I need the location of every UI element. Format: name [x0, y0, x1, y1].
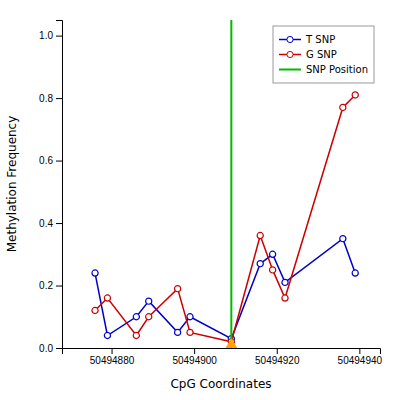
series-point [187, 329, 193, 335]
series-point [270, 251, 276, 257]
y-tick: 0.8 [39, 93, 62, 104]
x-tick-mark [194, 348, 195, 354]
series-point [257, 261, 263, 267]
x-axis-title: CpG Coordinates [170, 377, 271, 391]
series-point [187, 314, 193, 320]
series-point [92, 270, 98, 276]
series-point [257, 232, 263, 238]
series-point [270, 267, 276, 273]
x-axis: 50494880 50494900 50494920 50494940 [63, 348, 383, 366]
legend-label: G SNP [306, 49, 337, 60]
x-tick-label: 50494920 [255, 355, 300, 366]
y-tick-label: 0.6 [39, 155, 53, 166]
series-line [95, 239, 355, 339]
x-tick: 50494920 [255, 348, 300, 366]
legend-entry: SNP Position [279, 64, 368, 75]
series-line [95, 95, 355, 342]
y-tick-label: 0.2 [39, 280, 53, 291]
y-tick-label: 0.0 [39, 343, 53, 354]
y-tick: 0.4 [39, 218, 62, 229]
series-point [146, 298, 152, 304]
legend-swatch-marker [287, 51, 293, 57]
series-point [175, 286, 181, 292]
legend-entry: G SNP [279, 49, 337, 60]
legend-box [273, 26, 374, 83]
y-tick: 0.0 [39, 343, 62, 354]
series-point [175, 329, 181, 335]
y-axis-title: Methylation Frequency [5, 116, 19, 253]
x-tick-mark [277, 348, 278, 354]
legend-swatch-marker [287, 36, 293, 42]
y-tick-mark [56, 223, 62, 224]
series-point [146, 314, 152, 320]
series-point [133, 332, 139, 338]
y-tick-label: 1.0 [39, 30, 53, 41]
legend-label: T SNP [305, 34, 335, 45]
legend-label: SNP Position [306, 64, 368, 75]
y-tick-mark [56, 348, 62, 349]
series-point [352, 92, 358, 98]
plot: 504948805049490050494920504949400.00.20.… [39, 20, 382, 366]
x-axis-line [63, 349, 381, 355]
series-point [340, 104, 346, 110]
snp-marker [223, 339, 239, 348]
y-tick-mark [56, 98, 62, 99]
y-axis: 0.0 0.2 0.4 0.6 0.8 1.0 [39, 21, 62, 354]
x-tick-label: 50494880 [90, 355, 135, 366]
y-tick-mark [56, 161, 62, 162]
series-point [133, 314, 139, 320]
legend-swatch [279, 69, 301, 71]
chart: 504948805049490050494920504949400.00.20.… [0, 0, 400, 400]
legend: T SNP G SNP SNP Position [273, 26, 374, 83]
series-point [282, 279, 288, 285]
series-point [104, 295, 110, 301]
series-point [92, 307, 98, 313]
x-tick: 50494900 [172, 348, 217, 366]
series-point [352, 270, 358, 276]
series-point [104, 332, 110, 338]
y-tick-label: 0.8 [39, 93, 53, 104]
series-point [340, 236, 346, 242]
x-tick: 50494940 [338, 348, 383, 366]
x-tick-label: 50494900 [172, 355, 217, 366]
y-tick: 1.0 [39, 30, 62, 41]
legend-entry: T SNP [279, 34, 335, 45]
x-tick-mark [359, 348, 360, 354]
y-axis-line [56, 21, 63, 349]
snp-line [230, 20, 232, 348]
y-tick: 0.2 [39, 280, 62, 291]
x-tick-label: 50494940 [338, 355, 383, 366]
y-tick-label: 0.4 [39, 218, 53, 229]
y-tick-mark [56, 286, 62, 287]
x-tick: 50494880 [90, 348, 135, 366]
series-point [282, 295, 288, 301]
y-tick-mark [56, 36, 62, 37]
x-tick-mark [112, 348, 113, 354]
y-tick: 0.6 [39, 155, 62, 166]
